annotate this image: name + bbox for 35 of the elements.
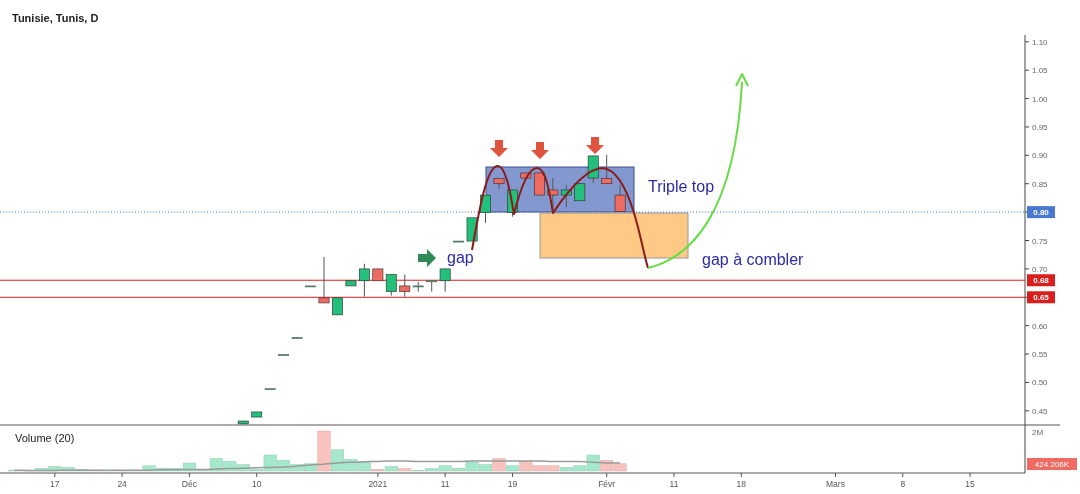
- y-tick-label: 0.95: [1032, 122, 1049, 132]
- y-tick-label: 1.05: [1032, 66, 1049, 76]
- chart-title: Volume (20): [15, 432, 75, 444]
- x-tick-label: 15: [965, 479, 976, 489]
- text: 424.206K: [1034, 460, 1070, 469]
- y-tick-label: 0.45: [1032, 406, 1049, 416]
- text: 2M: [1032, 428, 1044, 437]
- ref-line-label: 0.80: [1033, 208, 1050, 218]
- y-tick-label: 0.50: [1032, 378, 1049, 388]
- annotation: gap à combler: [702, 251, 805, 268]
- y-tick-label: 0.70: [1032, 264, 1049, 274]
- x-tick-label: 17: [50, 479, 60, 489]
- x-tick-label: 11: [440, 479, 450, 489]
- y-tick-label: 0.90: [1032, 151, 1049, 161]
- annotation: Triple top: [648, 178, 715, 195]
- x-tick-label: 18: [736, 479, 747, 489]
- x-tick-label: 19: [507, 479, 518, 489]
- x-tick-label: 24: [117, 479, 128, 489]
- x-tick-label: 11: [669, 479, 679, 489]
- y-tick-label: 1.10: [1032, 37, 1049, 47]
- y-tick-label: 0.75: [1032, 236, 1049, 246]
- x-tick-label: Déc: [181, 479, 198, 489]
- x-tick-label: 10: [251, 479, 262, 489]
- y-tick-label: 1.00: [1032, 94, 1049, 104]
- annotation: gap: [447, 249, 474, 266]
- ref-line-label: 0.65: [1033, 293, 1050, 303]
- x-tick-label: Mars: [826, 479, 845, 489]
- x-tick-label: Févr: [598, 479, 616, 489]
- y-tick-label: 0.55: [1032, 350, 1049, 360]
- chart-title: Tunisie, Tunis, D: [12, 12, 99, 24]
- y-tick-label: 0.60: [1032, 321, 1049, 331]
- ref-line-label: 0.68: [1033, 276, 1050, 286]
- x-tick-label: 8: [900, 479, 906, 489]
- y-tick-label: 0.85: [1032, 179, 1049, 189]
- x-tick-label: 2021: [368, 479, 388, 489]
